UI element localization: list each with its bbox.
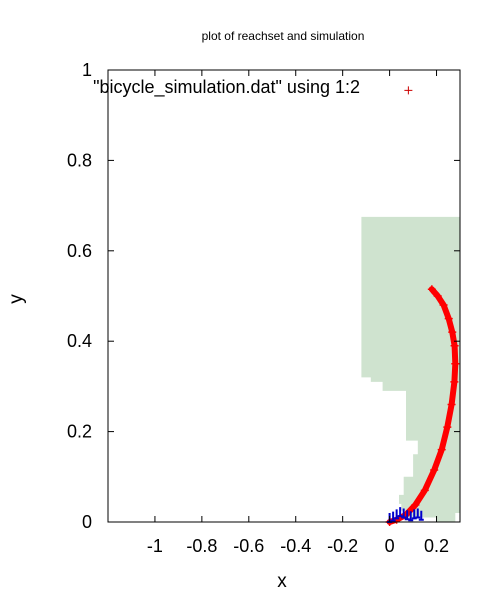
y-tick-label-5: 1: [82, 60, 92, 80]
x-tick-label-5: 0: [385, 536, 395, 556]
blue-mark-3: [397, 507, 403, 518]
marks-layer: [385, 86, 460, 526]
simulation-point-14: [439, 301, 448, 310]
blue-mark-6: [408, 511, 414, 522]
y-tick-label-0: 0: [82, 512, 92, 532]
blue-mark-2: [394, 509, 400, 520]
y-tick-label-1: 0.2: [67, 422, 92, 442]
plot-frame: [107, 69, 461, 523]
simulation-point-3: [411, 500, 420, 509]
legend-marker: [404, 86, 413, 95]
simulation-point-8: [447, 400, 456, 409]
x-axis-label: x: [277, 571, 287, 592]
blue-mark-8: [415, 508, 421, 519]
x-tick-label-0: -1: [147, 536, 163, 556]
simulation-point-4: [420, 486, 429, 495]
chart-title: plot of reachset and simulation: [202, 29, 365, 43]
simulation-point-16: [427, 285, 436, 294]
axes-layer: -1 -0.8 -0.6 -0.4 -0.2 0 0.2 0 0.2 0.4 0.6 0.8 1: [67, 60, 461, 556]
x-tick-label-2: -0.6: [233, 536, 264, 556]
y-tick-label-3: 0.6: [67, 241, 92, 261]
blue-mark-1: [390, 511, 396, 522]
simulation-point-5: [430, 466, 439, 475]
y-tick-label-2: 0.4: [67, 331, 92, 351]
simulation-point-12: [448, 328, 457, 337]
blue-mark-4: [401, 508, 407, 519]
blue-mark-9: [418, 510, 424, 521]
simulation-point-6: [437, 445, 446, 454]
legend: "bicycle_simulation.dat" using 1:2: [93, 77, 360, 98]
legend-label: "bicycle_simulation.dat" using 1:2: [93, 77, 360, 98]
y-axis-label: y: [6, 294, 27, 304]
simulation-point-15: [433, 292, 442, 300]
simulation-point-9: [450, 377, 459, 386]
simulation-point-7: [443, 423, 452, 432]
y-tick-label-4: 0.8: [67, 150, 92, 170]
simulation-point-10: [451, 359, 460, 368]
simulation-point-13: [444, 314, 453, 323]
x-tick-label-1: -0.8: [186, 536, 217, 556]
x-tick-label-6: 0.2: [424, 536, 449, 556]
x-tick-label-4: -0.2: [327, 536, 358, 556]
x-tick-label-3: -0.4: [280, 536, 311, 556]
simulation-point-11: [450, 341, 459, 350]
